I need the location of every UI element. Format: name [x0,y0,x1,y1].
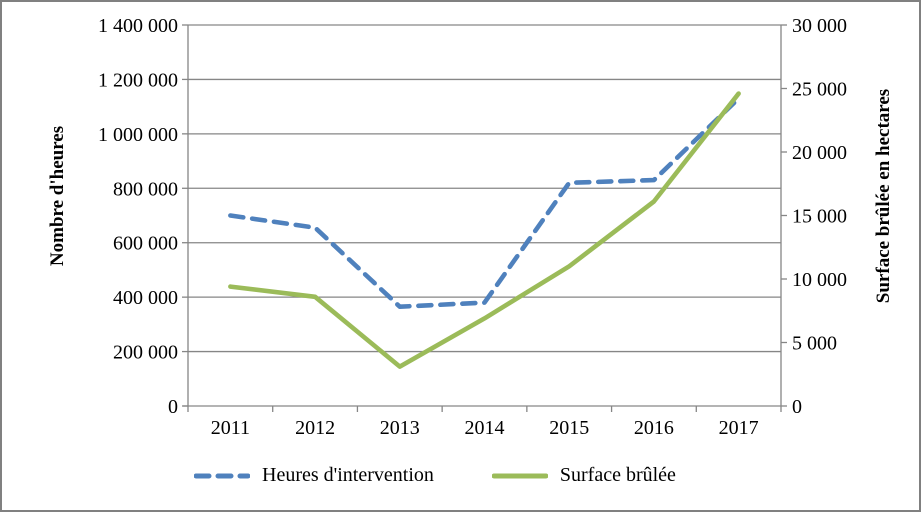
dashed-line-sample-icon [194,473,250,478]
series-line-surface [228,91,741,369]
left-axis-tick-label: 800 000 [113,178,178,200]
x-axis-category-label: 2011 [211,417,250,439]
right-axis-tick-label: 30 000 [792,15,847,37]
left-axis-title: Nombre d'heures [47,125,68,267]
x-axis-category-label: 2013 [380,417,420,439]
solid-line-sample-icon [491,473,548,478]
right-axis-tick-label: 25 000 [792,79,847,101]
legend-label-surface: Surface brûlée [559,464,676,486]
x-axis-category-label: 2012 [295,417,335,439]
right-axis-tick-label: 10 000 [792,269,847,291]
right-axis-title: Surface brûlée en hectares [873,88,894,304]
legend-label-heures: Heures d'intervention [262,464,434,486]
x-axis-category-label: 2016 [634,417,674,439]
right-axis-tick-label: 0 [792,396,802,418]
left-axis-tick-label: 200 000 [113,342,178,364]
left-axis-tick-label: 1 400 000 [98,15,178,37]
left-axis-tick-label: 1 000 000 [98,124,178,146]
x-axis-category-label: 2015 [549,417,589,439]
right-axis-tick-label: 15 000 [792,206,847,228]
left-axis-tick-label: 400 000 [113,287,178,309]
series-line-heures [228,96,741,310]
x-axis-category-label: 2014 [465,417,505,439]
legend-item-heures[interactable]: Heures d'intervention [194,464,434,487]
right-axis-tick-label: 20 000 [792,142,847,164]
left-axis-tick-label: 1 200 000 [98,69,178,91]
legend-item-surface[interactable]: Surface brûlée [491,464,676,487]
x-axis-category-label: 2017 [719,417,759,439]
right-axis-tick-label: 5 000 [792,333,837,355]
left-axis-tick-label: 0 [168,396,178,418]
legend: Heures d'intervention Surface brûlée [194,464,676,487]
left-axis-tick-label: 600 000 [113,233,178,255]
